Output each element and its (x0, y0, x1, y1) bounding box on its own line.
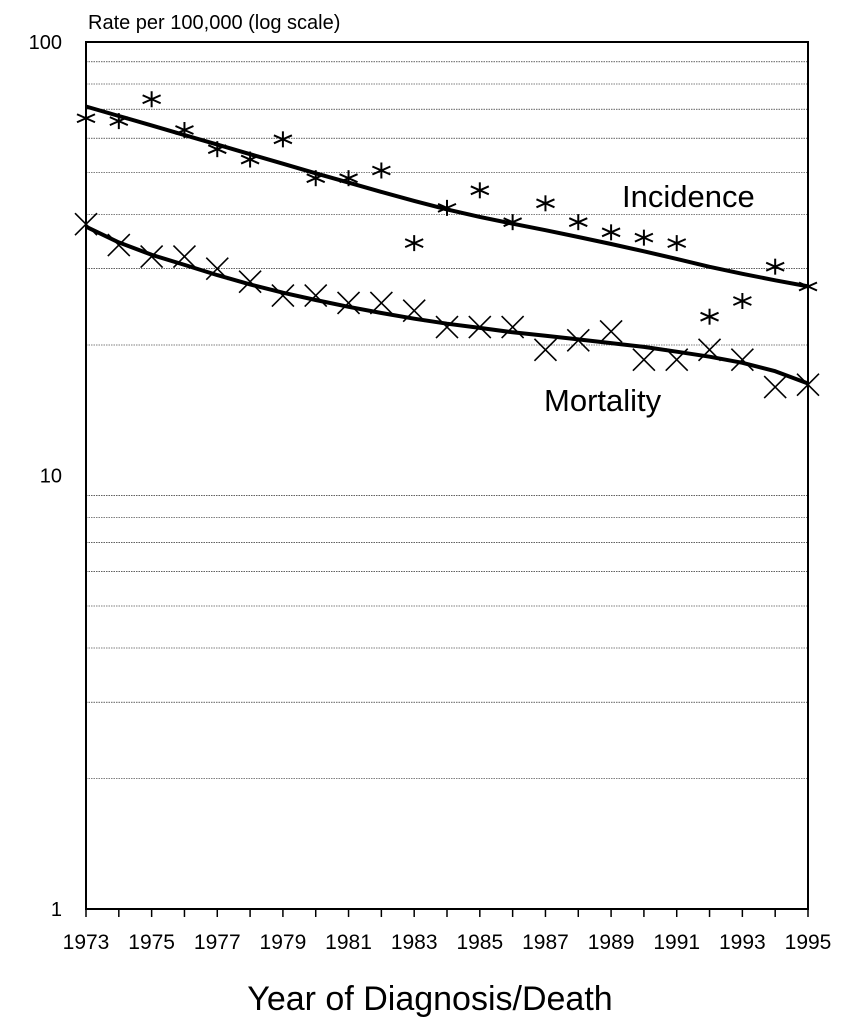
x-tick-label: 1979 (260, 931, 307, 954)
mortality-point (697, 338, 722, 362)
x-tick-label: 1987 (522, 931, 569, 954)
mortality-point (238, 270, 262, 294)
incidence-point (371, 162, 391, 179)
mortality-point (271, 284, 295, 308)
y-tick-label: 100 (29, 32, 62, 54)
mortality-point (566, 328, 590, 352)
mortality-point (205, 257, 229, 281)
mortality-point (763, 375, 787, 399)
incidence-point (175, 121, 194, 138)
series-label-mortality: Mortality (544, 383, 662, 418)
y-tick-label: 1 (51, 899, 62, 921)
series-label-incidence: Incidence (622, 179, 755, 214)
mortality-point (402, 299, 426, 323)
mortality-point (172, 244, 197, 269)
x-tick-label: 1991 (653, 931, 700, 954)
x-tick-label: 1985 (456, 931, 503, 954)
x-ticks: 1973 1975 1977 1979 1981 1983 1985 1987 1989 1991… (63, 909, 832, 954)
mortality-point (599, 319, 623, 343)
incidence-point (76, 110, 96, 127)
incidence-point (404, 235, 424, 252)
mortality-point (533, 338, 558, 362)
mortality-point (796, 373, 820, 397)
mortality-point (730, 348, 754, 372)
y-tick-label: 10 (40, 466, 62, 488)
incidence-point (601, 224, 621, 241)
mortality-point (665, 348, 689, 372)
mortality-point (435, 315, 459, 339)
mortality-point (336, 291, 361, 315)
incidence-point (568, 214, 588, 231)
incidence-point (339, 170, 358, 187)
x-tick-label: 1981 (325, 931, 372, 954)
y-axis-label: Rate per 100,000 (log scale) (88, 12, 340, 34)
mortality-point (140, 244, 164, 269)
incidence-point (700, 308, 719, 325)
incidence-point (240, 151, 260, 168)
x-tick-label: 1995 (785, 931, 832, 954)
trend-lines (85, 104, 809, 386)
x-axis-label: Year of Diagnosis/Death (247, 980, 612, 1018)
mortality-point (632, 348, 656, 372)
incidence-point (273, 131, 293, 148)
x-tick-label: 1975 (128, 931, 175, 954)
x-tick-label: 1993 (719, 931, 766, 954)
gridlines (86, 61, 808, 779)
plot-frame (85, 41, 809, 910)
incidence-point (732, 292, 752, 309)
incidence-point (503, 214, 523, 231)
x-tick-label: 1983 (391, 931, 438, 954)
markers (74, 91, 820, 399)
incidence-point (798, 278, 818, 295)
mortality-point (304, 284, 328, 308)
mortality-point (369, 291, 393, 315)
x-tick-label: 1989 (588, 931, 635, 954)
incidence-point (306, 170, 326, 187)
incidence-point (634, 229, 654, 246)
incidence-point (536, 195, 555, 212)
x-tick-label: 1973 (63, 931, 110, 954)
mortality-point (468, 315, 492, 339)
incidence-point (765, 258, 785, 275)
incidence-point (470, 182, 490, 199)
mortality-point (107, 233, 131, 257)
mortality-point (501, 315, 525, 339)
incidence-point (207, 141, 227, 158)
incidence-point (109, 113, 129, 130)
trend-line-mortality (85, 224, 809, 386)
mortality-point (74, 212, 98, 236)
incidence-point (142, 91, 162, 108)
x-tick-label: 1977 (194, 931, 241, 954)
incidence-point (437, 199, 457, 216)
incidence-point (667, 235, 687, 252)
y-tick-labels: 1 10 100 (29, 32, 62, 921)
